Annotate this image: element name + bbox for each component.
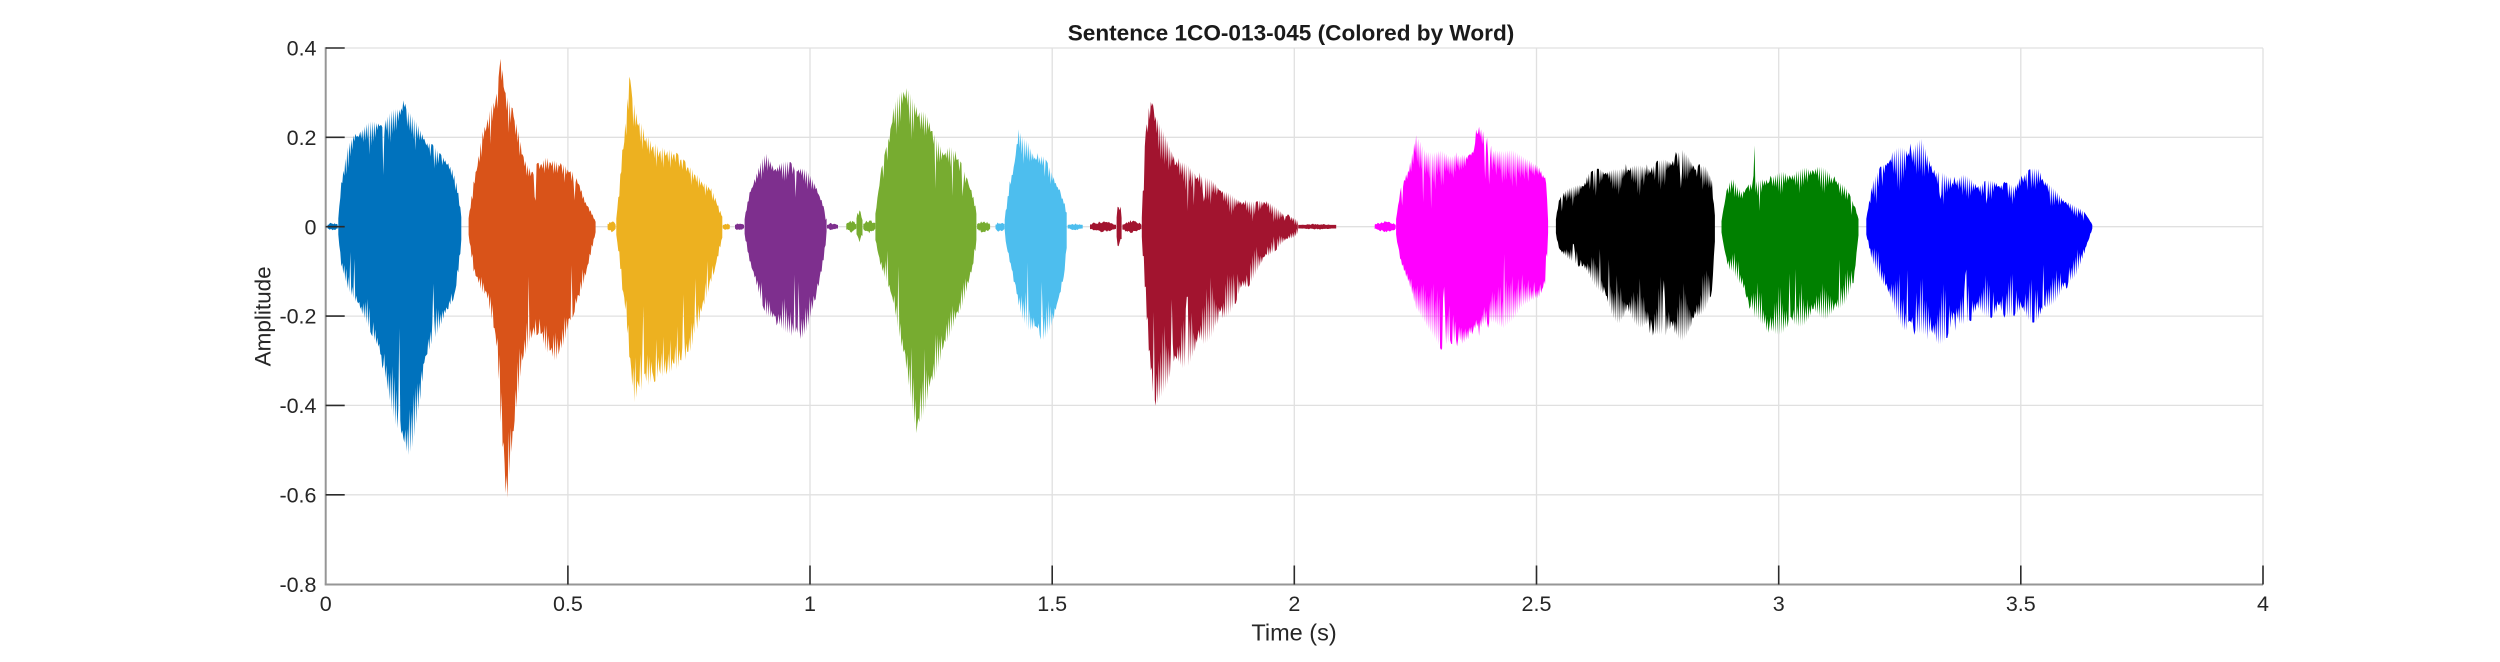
svg-text:0.2: 0.2 bbox=[287, 126, 317, 150]
svg-text:1.5: 1.5 bbox=[1037, 592, 1067, 616]
svg-text:0: 0 bbox=[320, 592, 332, 616]
svg-text:3: 3 bbox=[1773, 592, 1785, 616]
svg-text:4: 4 bbox=[2257, 592, 2269, 616]
svg-text:Time (s): Time (s) bbox=[1251, 620, 1336, 646]
svg-text:-0.8: -0.8 bbox=[279, 573, 316, 597]
svg-text:-0.2: -0.2 bbox=[279, 305, 316, 329]
svg-text:2.5: 2.5 bbox=[1522, 592, 1552, 616]
svg-text:Sentence 1CO-013-045 (Colored: Sentence 1CO-013-045 (Colored by Word) bbox=[1068, 21, 1515, 46]
svg-text:3.5: 3.5 bbox=[2006, 592, 2036, 616]
svg-text:0: 0 bbox=[305, 215, 317, 239]
svg-text:0.5: 0.5 bbox=[553, 592, 583, 616]
svg-text:2: 2 bbox=[1288, 592, 1300, 616]
svg-text:0.4: 0.4 bbox=[287, 37, 317, 61]
svg-text:1: 1 bbox=[804, 592, 816, 616]
svg-text:Amplitude: Amplitude bbox=[251, 266, 276, 366]
svg-text:-0.6: -0.6 bbox=[279, 483, 316, 507]
svg-text:-0.4: -0.4 bbox=[279, 394, 316, 418]
